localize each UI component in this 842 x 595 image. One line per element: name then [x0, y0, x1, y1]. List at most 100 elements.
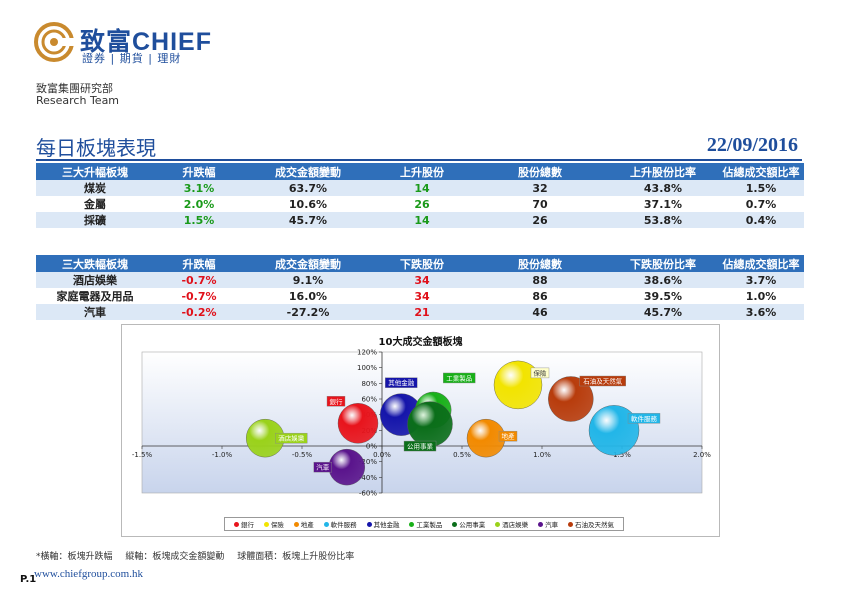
column-header: 佔總成交額比率 — [718, 255, 804, 272]
legend-label: 軟件服務 — [330, 521, 357, 529]
column-header: 上升股份比率 — [608, 163, 718, 180]
bubble-label: 石油及天然氣 — [583, 377, 623, 386]
table-cell: 53.8% — [608, 212, 718, 228]
table-header-row: 三大升幅板塊 升跌幅 成交金額變動 上升股份 股份總數 上升股份比率 佔總成交額比率 — [36, 163, 804, 180]
table-cell: 14 — [372, 180, 472, 196]
bubble-label: 工業製品 — [446, 373, 472, 382]
x-tick-label: -1.5% — [132, 451, 153, 459]
table-cell: -0.2% — [154, 304, 244, 320]
table-cell: 45.7% — [244, 212, 372, 228]
legend-item: 石油及天然氣 — [567, 519, 614, 529]
top-rising-sectors-table: 三大升幅板塊 升跌幅 成交金額變動 上升股份 股份總數 上升股份比率 佔總成交額比率 煤炭 3… — [36, 163, 804, 228]
legend-item: 工業製品 — [409, 519, 442, 529]
bubble-label-box — [530, 367, 550, 379]
bubble-6 — [407, 401, 453, 447]
legend-item: 公用事業 — [452, 519, 485, 529]
y-tick-label: 80% — [361, 380, 377, 388]
legend-marker-icon — [293, 521, 299, 527]
table-cell: 37.1% — [643, 197, 683, 211]
table-cell: 1.0% — [745, 289, 777, 303]
bubble-label-box — [443, 372, 476, 384]
legend-item: 地產 — [293, 519, 314, 529]
website-link[interactable]: www.chiefgroup.com.hk — [34, 568, 143, 580]
table-cell: 3.1% — [154, 180, 244, 196]
legend-label: 其他金融 — [373, 521, 400, 529]
table-cell: 0.7% — [745, 197, 777, 211]
bubble-label-box — [403, 440, 437, 452]
column-header: 上升股份 — [372, 163, 472, 180]
legend-item: 其他金融 — [366, 519, 400, 529]
column-header: 升跌幅 — [154, 163, 244, 180]
bubble-label-box — [627, 413, 661, 424]
legend-label: 保險 — [270, 521, 284, 529]
table-cell: 70 — [532, 197, 548, 211]
y-tick-label: -40% — [359, 474, 377, 482]
page-number: P.1 — [20, 574, 37, 585]
legend-item: 汽車 — [538, 519, 558, 529]
table-cell: 26 — [414, 197, 430, 211]
chart-title: 10大成交金額板塊 — [378, 337, 463, 348]
legend-item: 銀行 — [233, 519, 254, 529]
bubble-chart: 10大成交金額板塊 -60%-40%-20%0%20%40%60%80%100%… — [121, 324, 720, 537]
table-cell: 酒店娛樂 — [36, 272, 154, 288]
table-cell: 21 — [372, 304, 472, 320]
table-cell: 63.7% — [244, 180, 372, 196]
column-header: 下跌股份 — [372, 255, 472, 272]
axis-note: *橫軸：板塊升跌幅 縱軸：板塊成交金額變動 球體面積：板塊上升股份比率 — [36, 552, 355, 562]
y-tick-label: 120% — [357, 349, 377, 357]
table-row: 家庭電器及用品 -0.7% 16.0% 34 86 39.5% 1.0% — [36, 288, 804, 304]
x-tick-label: 2.0% — [693, 451, 711, 459]
legend-marker-icon — [538, 521, 544, 527]
report-date: 22/09/2016 — [706, 134, 798, 156]
bubble-8 — [328, 448, 366, 486]
table-row: 酒店娛樂 -0.7% 9.1% 34 88 38.6% 3.7% — [36, 272, 804, 288]
legend-label: 工業製品 — [416, 521, 443, 529]
table-cell: -27.2% — [244, 304, 372, 320]
legend-item: 軟件服務 — [323, 519, 357, 529]
bubble-label-box — [274, 432, 308, 444]
table-cell: 9.1% — [244, 272, 372, 288]
bubble-label: 酒店娛樂 — [278, 434, 305, 443]
x-tick-label: 1.5% — [613, 451, 631, 459]
table-cell: 14 — [372, 212, 472, 228]
table-cell: 26 — [472, 212, 608, 228]
bubble-label: 地產 — [502, 432, 516, 441]
table-cell: 34 — [414, 289, 430, 303]
report-title: 每日板塊表現 — [36, 136, 156, 160]
legend-label: 地產 — [300, 521, 314, 529]
legend-marker-icon — [409, 521, 415, 527]
table-cell: 3.6% — [718, 304, 804, 320]
chart-legend: 銀行 保險 地產 軟件服務 其他金融 工業製品 公用事業 酒店娛樂 汽車 石油及天然氣 — [224, 517, 624, 531]
table-row: 汽車 -0.2% -27.2% 21 46 45.7% 3.6% — [36, 304, 804, 320]
table-cell: 10.6% — [288, 197, 328, 211]
table-cell: 1.5% — [718, 180, 804, 196]
bubble-9 — [548, 376, 594, 422]
x-tick-label: -0.5% — [292, 451, 313, 459]
table-cell: 43.8% — [608, 180, 718, 196]
table-cell: 3.7% — [718, 272, 804, 288]
column-header: 三大升幅板塊 — [36, 163, 154, 180]
bubble-label-box — [579, 375, 626, 387]
legend-label: 酒店娛樂 — [502, 521, 529, 529]
column-header: 成交金額變動 — [244, 163, 372, 180]
bubble-label: 公用事業 — [407, 442, 434, 451]
table-cell: 38.6% — [608, 272, 718, 288]
bubble-label: 銀行 — [330, 397, 344, 406]
bubble-label-box — [498, 430, 518, 442]
table-cell: -0.7% — [181, 289, 217, 303]
table-cell: 家庭電器及用品 — [56, 290, 134, 303]
legend-marker-icon — [567, 521, 573, 527]
table-cell: 88 — [472, 272, 608, 288]
y-tick-label: 60% — [361, 396, 377, 404]
department-name: 致富集團研究部 — [36, 82, 113, 95]
table-cell: 採礦 — [36, 212, 154, 228]
table-header-row: 三大跌幅板塊 升跌幅 成交金額變動 下跌股份 股份總數 下跌股份比率 佔總成交額比率 — [36, 255, 804, 272]
table-row: 金屬 2.0% 10.6% 26 70 37.1% 0.7% — [36, 196, 804, 212]
table-cell: 39.5% — [643, 289, 683, 303]
bubble-label-box — [326, 396, 346, 407]
column-header: 三大跌幅板塊 — [36, 255, 154, 272]
y-tick-label: -60% — [359, 490, 377, 498]
legend-marker-icon — [366, 521, 372, 527]
x-tick-label: 0.0% — [373, 451, 391, 459]
legend-label: 汽車 — [545, 521, 559, 529]
